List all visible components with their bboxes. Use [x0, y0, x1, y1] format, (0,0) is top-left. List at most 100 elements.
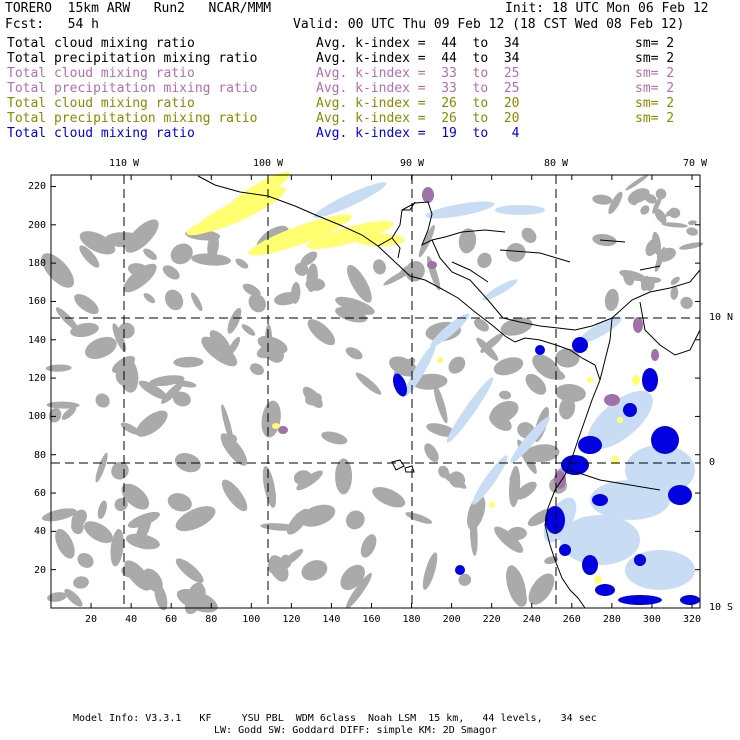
gray-cloud	[260, 523, 299, 531]
y-tick-label: 40	[33, 526, 46, 538]
gray-cloud	[201, 336, 238, 367]
x-tick-label: 60	[165, 614, 178, 625]
legend-kindex: Avg. k-index = 26 to 20	[316, 96, 520, 111]
coastline-caribbean	[431, 239, 613, 331]
gray-cloud	[85, 336, 117, 359]
legend-kindex: Avg. k-index = 19 to 4	[316, 126, 520, 141]
light-blue-cloud	[495, 205, 545, 215]
legend-sm: sm= 2	[635, 51, 675, 66]
light-blue-cloud	[425, 201, 495, 219]
light-blue-cloud	[472, 455, 508, 505]
legend-field: Total cloud mixing ratio	[7, 66, 195, 81]
gray-cloud	[55, 528, 75, 559]
map-frame	[50, 174, 701, 609]
gray-cloud	[372, 486, 406, 508]
gray-cloud	[221, 404, 234, 446]
blue-cloud-core	[455, 565, 465, 575]
gray-cloud	[220, 433, 248, 466]
y-tick-label: 180	[27, 258, 46, 270]
yellow-cloud	[437, 357, 443, 363]
gray-cloud	[477, 252, 492, 269]
gray-cloud	[426, 423, 457, 438]
legend-field: Total precipitation mixing ratio	[7, 81, 258, 96]
purple-cloud	[604, 394, 620, 406]
coastline-south-america	[544, 269, 701, 609]
x-tick-label: 320	[682, 614, 702, 625]
blue-cloud-core	[623, 403, 637, 417]
gray-cloud	[74, 293, 99, 315]
legend-field: Total cloud mixing ratio	[7, 126, 195, 141]
gray-cloud	[118, 322, 135, 339]
gray-cloud	[262, 466, 276, 508]
gray-cloud	[345, 347, 363, 360]
border-andes	[569, 301, 701, 491]
legend-kindex: Avg. k-index = 26 to 20	[316, 111, 520, 126]
physics-info: LW: Godd SW: Goddard DIFF: simple KM: 2D…	[214, 725, 497, 736]
yellow-cloud	[489, 502, 495, 508]
x-tick-label: 280	[602, 614, 621, 625]
blue-cloud-core	[651, 426, 679, 454]
legend-kindex: Avg. k-index = 44 to 34	[316, 36, 520, 51]
gray-cloud	[418, 224, 435, 258]
x-tick-label: 220	[482, 614, 501, 625]
blue-cloud-core	[572, 337, 588, 353]
gray-cloud	[172, 391, 191, 407]
axis-ticks	[51, 175, 700, 608]
gray-cloud	[307, 319, 336, 346]
gray-cloud	[138, 380, 168, 400]
gray-cloud	[120, 422, 140, 435]
gray-cloud	[493, 357, 524, 376]
x-tick-label: 140	[322, 614, 341, 625]
gray-cloud	[345, 510, 365, 530]
yellow-cloud	[594, 576, 602, 584]
gray-cloud	[154, 584, 168, 611]
x-tick-label: 100	[242, 614, 261, 625]
gray-cloud	[335, 296, 375, 315]
gray-cloud	[125, 533, 160, 550]
gray-cloud	[458, 573, 472, 586]
legend-sm: sm= 2	[635, 81, 675, 96]
blue-cloud-core	[592, 494, 608, 506]
legend-field: Total cloud mixing ratio	[7, 96, 195, 111]
gray-cloud	[521, 227, 537, 243]
gray-cloud	[525, 444, 560, 463]
legend-sm: sm= 2	[635, 96, 675, 111]
x-tick-label: 20	[85, 614, 98, 625]
longitude-label: 70 W	[682, 158, 708, 169]
x-tick-label: 120	[282, 614, 301, 625]
legend-kindex: Avg. k-index = 33 to 25	[316, 81, 520, 96]
gray-cloud	[84, 521, 114, 544]
gray-cloud	[645, 238, 659, 257]
x-tick-label: 260	[562, 614, 581, 625]
blue-cloud-core	[393, 373, 407, 397]
gray-cloud	[268, 555, 289, 582]
blue-cloud-core	[561, 455, 589, 475]
x-tick-label: 240	[522, 614, 541, 625]
light-blue-cloud	[625, 550, 695, 590]
legend-kindex: Avg. k-index = 44 to 34	[316, 51, 520, 66]
blue-cloud-core	[582, 555, 598, 575]
blue-cloud-core	[545, 506, 565, 534]
gray-cloud	[433, 384, 448, 424]
gray-cloud	[73, 576, 89, 589]
gray-cloud	[305, 392, 322, 406]
gray-cloud	[249, 363, 264, 376]
gray-cloud	[121, 565, 141, 579]
purple-cloud	[422, 187, 434, 203]
gray-cloud	[79, 231, 116, 255]
blue-cloud-core	[618, 595, 662, 605]
gray-cloud	[190, 292, 203, 312]
light-blue-cloud	[510, 416, 550, 464]
gray-cloud	[389, 356, 418, 377]
y-tick-label: 60	[33, 488, 46, 500]
gray-cloud	[513, 589, 527, 607]
gray-cloud	[300, 251, 318, 266]
valid-time: Valid: 00 UTC Thu 09 Feb 12 (18 CST Wed …	[293, 17, 685, 32]
gray-cloud	[360, 534, 377, 558]
blue-cloud-core	[559, 544, 571, 556]
gray-cloud	[668, 207, 681, 219]
gray-cloud	[670, 276, 680, 285]
gray-cloud	[296, 470, 323, 491]
gray-cloud	[301, 560, 328, 581]
gray-cloud	[48, 408, 62, 423]
